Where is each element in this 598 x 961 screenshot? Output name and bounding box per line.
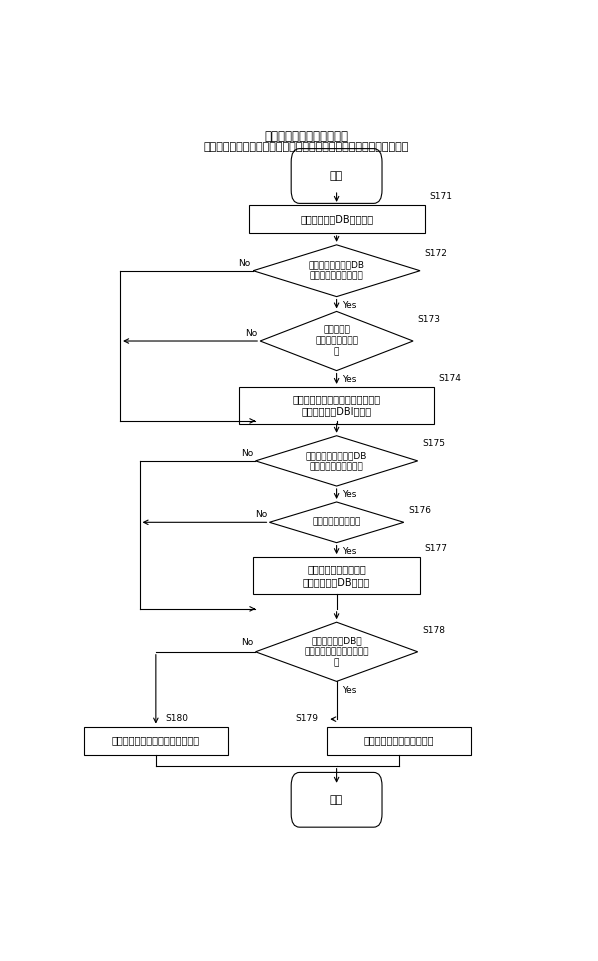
Text: 開始: 開始 [330,171,343,181]
Text: S173: S173 [417,315,441,324]
Text: Yes: Yes [342,375,356,384]
Polygon shape [260,311,413,371]
Polygon shape [269,502,404,543]
Polygon shape [255,435,417,486]
Text: S179: S179 [295,714,318,723]
Text: S176: S176 [408,505,431,515]
Text: タップ又はスワイプの反復回数を
反復操作回数DBIに記憶: タップ又はスワイプの反復回数を 反復操作回数DBIに記憶 [292,394,381,416]
Text: 終了: 終了 [330,795,343,804]
Text: S178: S178 [422,626,446,635]
Polygon shape [253,245,420,297]
Text: 反復操作検出処理の処理手順の一例を説明するためのフローチャート: 反復操作検出処理の処理手順の一例を説明するためのフローチャート [204,142,409,152]
Text: S171: S171 [429,192,452,201]
Text: シェイクの反復回数を
反復操作回数DBに記憶: シェイクの反復回数を 反復操作回数DBに記憶 [303,564,370,587]
Text: S177: S177 [425,544,448,554]
Text: S172: S172 [425,249,447,258]
Text: シェイクが周期的？: シェイクが周期的？ [312,518,361,527]
Text: 反復操作回数DBに
反復回数が記憶されている
？: 反復操作回数DBに 反復回数が記憶されている ？ [304,636,369,667]
Text: No: No [255,510,267,519]
Text: 反復操作が発生したと判定: 反復操作が発生したと判定 [364,735,434,746]
Text: No: No [241,638,253,648]
Text: No: No [239,259,251,268]
Text: No: No [241,449,253,458]
Text: タッチ連続データDB
のレコード数が十分？: タッチ連続データDB のレコード数が十分？ [309,260,365,281]
Text: No: No [246,329,258,338]
Text: S180: S180 [165,714,188,723]
Bar [249,205,425,233]
Text: Yes: Yes [342,547,356,556]
Text: 反復操作は発生していないと判定: 反復操作は発生していないと判定 [112,735,200,746]
Text: タップ又は
スワイプが周期的
？: タップ又は スワイプが周期的 ？ [315,326,358,357]
Text: 反復操作回数DBをクリア: 反復操作回数DBをクリア [300,214,373,224]
Text: S174: S174 [438,374,462,383]
Bar [239,387,434,424]
Bar [327,727,471,754]
Text: Yes: Yes [342,490,356,500]
Bar [84,727,228,754]
Text: Yes: Yes [342,686,356,695]
Polygon shape [255,622,417,681]
Text: シェイク連続データDB
のレコード数が十分？: シェイク連続データDB のレコード数が十分？ [306,451,367,471]
FancyBboxPatch shape [291,773,382,827]
Text: 第１の実施の形態における: 第１の実施の形態における [264,130,349,142]
FancyBboxPatch shape [291,149,382,204]
Text: Yes: Yes [342,301,356,310]
Bar [253,557,420,594]
Text: S175: S175 [422,439,446,449]
